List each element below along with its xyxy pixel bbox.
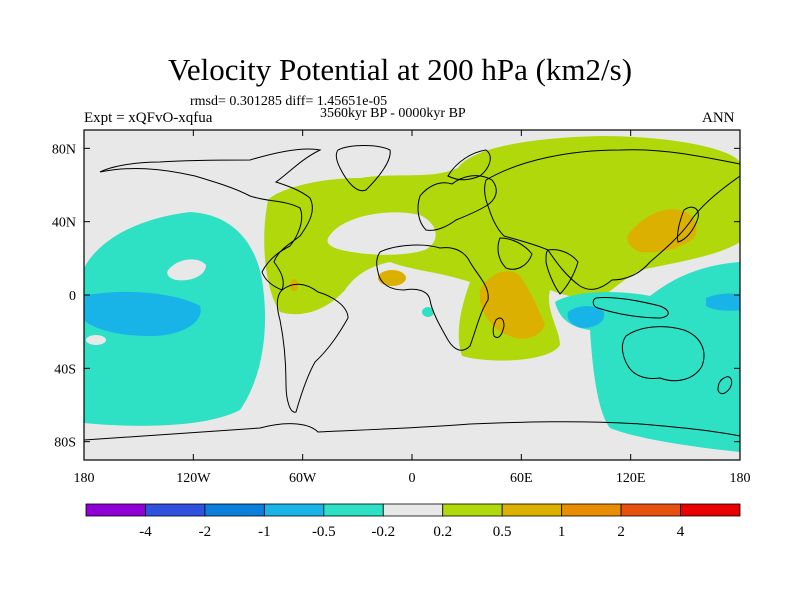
time-period: 3560kyr BP - 0000kyr BP (320, 106, 466, 121)
colorbar-swatch (204, 503, 265, 517)
colorbar-swatch (145, 503, 206, 517)
coast-madagascar (492, 317, 505, 339)
colorbar-label: -4 (139, 524, 152, 540)
coast-japan (677, 206, 699, 243)
x-axis-ticks: 180 120W 60W 0 60E 120E 180 (74, 130, 751, 486)
coast-south-america (276, 283, 349, 413)
colorbar-label: -1 (258, 524, 271, 540)
y-axis-ticks: 80N 40N 0 40S 80S (52, 142, 740, 451)
colorbar-swatch (263, 503, 325, 517)
x-tick-label: 60E (510, 471, 533, 486)
colorbar-label: 4 (677, 524, 685, 540)
coast-north-america (99, 148, 322, 291)
contour-positive-westafrica-core (378, 270, 406, 286)
coast-australia (621, 326, 705, 382)
y-tick-label: 80N (52, 142, 76, 157)
chart-title: Velocity Potential at 200 hPa (km2/s) (167, 52, 633, 87)
x-tick-label: 0 (409, 471, 416, 486)
coast-arabia (497, 237, 533, 270)
y-tick-label: 0 (69, 289, 76, 304)
x-tick-label: 120W (176, 471, 211, 486)
experiment-label: Expt = xQFvO-xqfua (84, 110, 213, 126)
coast-africa (376, 244, 489, 351)
contour-neutral-spot (86, 335, 106, 345)
colorbar-swatch (620, 503, 681, 517)
colorbar-label: -2 (199, 524, 212, 540)
contour-neutral-hole-atlantic (327, 212, 436, 255)
contour-neutral-hole-pacific (167, 259, 206, 281)
colorbar-label: -0.2 (371, 524, 395, 540)
y-tick-label: 80S (54, 436, 76, 451)
rmsd-diff-stats: rmsd= 0.301285 diff= 1.45651e-05 (190, 94, 388, 109)
coast-scandinavia (447, 149, 491, 181)
colorbar-swatch (85, 503, 146, 517)
colorbar-label: -0.5 (312, 524, 336, 540)
colorbar-swatch (680, 503, 741, 517)
contour-negative-satlantic-blob (422, 307, 434, 317)
colorbar-label: 1 (558, 524, 566, 540)
colorbar-swatch (442, 503, 503, 517)
contour-negative-eastpacific-core (706, 293, 740, 311)
coast-antarctica (84, 421, 740, 441)
coast-indonesia (592, 297, 669, 319)
coast-asia (484, 149, 740, 290)
season-label: ANN (702, 110, 735, 126)
x-tick-label: 60W (289, 471, 317, 486)
contour-positive-africa-core (479, 271, 545, 339)
y-tick-label: 40S (54, 362, 76, 377)
coast-europe (417, 175, 497, 231)
contour-negative-pacific-core (84, 291, 201, 336)
colorbar-swatch (561, 503, 622, 517)
colorbar-label: 2 (617, 524, 625, 540)
contour-positive-atlantic-eurasia (264, 136, 740, 361)
colorbar: -4 -2 -1 -0.5 -0.2 0.2 0.5 1 2 4 (85, 503, 741, 540)
coast-greenland (335, 145, 391, 192)
colorbar-label: 0.2 (433, 524, 452, 540)
colorbar-label: 0.5 (493, 524, 512, 540)
contour-negative-australia-core (567, 306, 605, 328)
x-tick-label: 180 (730, 471, 751, 486)
colorbar-swatch (382, 503, 444, 517)
y-tick-label: 40N (52, 216, 76, 231)
colorbar-swatch (323, 503, 384, 517)
x-tick-label: 180 (74, 471, 95, 486)
coast-india (545, 249, 579, 295)
coast-new-zealand (717, 376, 733, 395)
coastlines (84, 145, 740, 441)
colorbar-swatch (501, 503, 563, 517)
x-tick-label: 120E (616, 471, 646, 486)
